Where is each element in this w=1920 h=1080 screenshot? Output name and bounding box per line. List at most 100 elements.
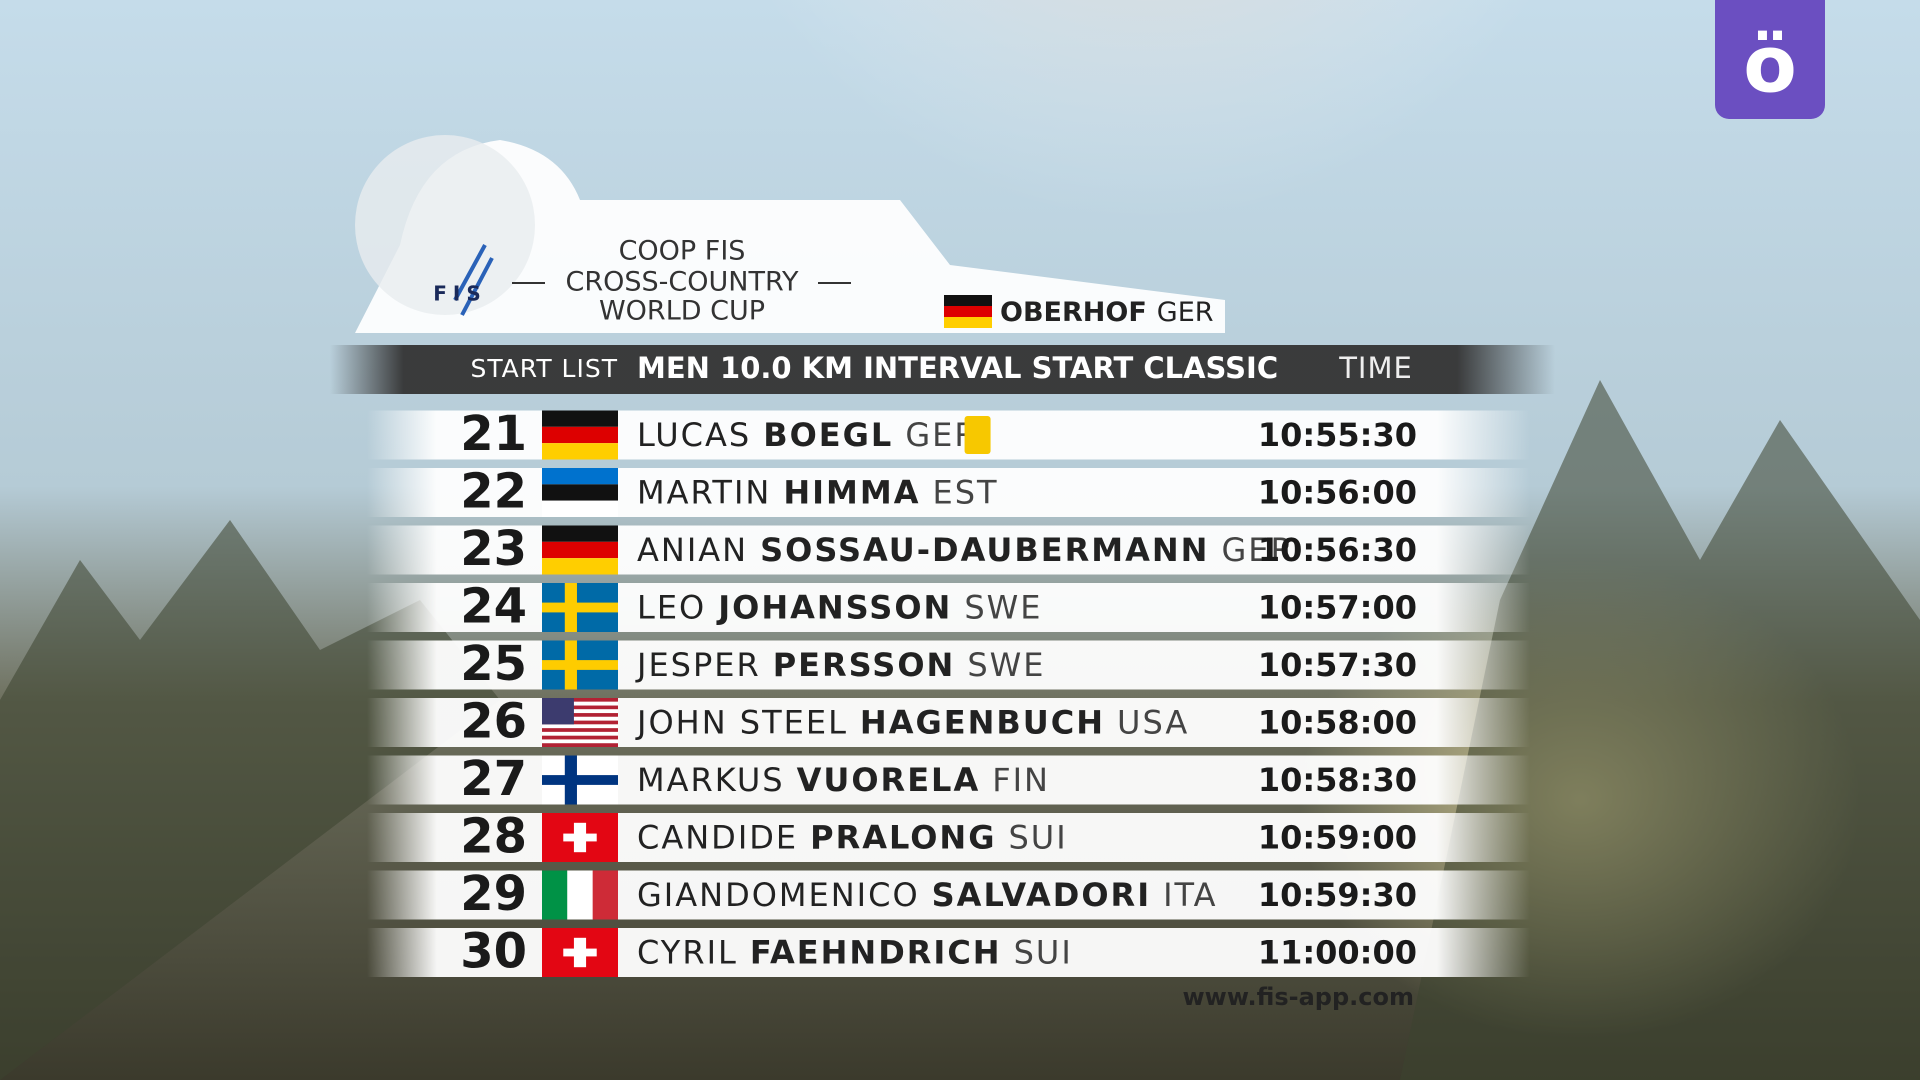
start-list-row: 24 LEO JOHANSSON SWE 10:57:00 <box>367 579 1530 635</box>
start-list-row: 27 MARKUS VUORELA FIN 10:58:30 <box>367 751 1530 807</box>
nation: SUI <box>1008 819 1067 857</box>
flag-part <box>542 698 618 702</box>
athlete: CYRIL FAEHNDRICH SUI <box>637 934 1073 972</box>
first-name: MARKUS <box>637 761 785 799</box>
athlete: JESPER PERSSON SWE <box>635 646 1045 684</box>
flag-part <box>563 833 597 842</box>
flag-part <box>542 500 618 517</box>
footer-url: www.fis-app.com <box>1182 983 1414 1011</box>
nation: GER <box>1221 531 1294 569</box>
flag-part <box>542 410 618 427</box>
start-time: 10:57:00 <box>1258 589 1417 627</box>
flag-part <box>542 713 618 717</box>
nation: SWE <box>967 646 1045 684</box>
athlete: MARTIN HIMMA EST <box>637 474 999 512</box>
venue: OBERHOF GER <box>1000 297 1214 328</box>
athlete: ANIAN SOSSAU-DAUBERMANN GER <box>637 531 1295 569</box>
start-list-row: 21 LUCAS BOEGL GER 10:55:30 <box>367 406 1530 462</box>
flag-part <box>542 870 568 920</box>
flag-part <box>542 735 618 740</box>
athlete: LEO JOHANSSON SWE <box>637 589 1042 627</box>
start-list-row: 29 GIANDOMENICO SALVADORI ITA 10:59:30 <box>367 866 1530 922</box>
venue-nation: GER <box>1157 297 1214 328</box>
last-name: FAEHNDRICH <box>750 934 1002 972</box>
last-name: JOHANSSON <box>716 589 952 627</box>
start-time: 10:58:00 <box>1258 704 1417 742</box>
flag-part <box>542 698 574 725</box>
flag-part <box>542 720 618 725</box>
last-name: PERSSON <box>773 646 956 684</box>
flag-part <box>592 870 618 920</box>
nation: ITA <box>1163 876 1217 914</box>
flag-part <box>542 775 618 785</box>
flag-part <box>542 525 618 542</box>
last-name: HIMMA <box>783 474 920 512</box>
logo-swoosh <box>453 244 494 316</box>
start-list-rows: 21 LUCAS BOEGL GER 10:55:30 22 MARTIN HIMMA EST 1… <box>367 406 1530 980</box>
flag-part <box>542 743 618 747</box>
bib: 25 <box>460 636 527 692</box>
first-name: GIANDOMENICO <box>637 876 920 914</box>
flag-part <box>542 484 618 501</box>
table-header-bar <box>330 345 1555 394</box>
event-title-line: CROSS-COUNTRY <box>566 267 799 298</box>
flag-part <box>542 724 618 729</box>
bib: 28 <box>460 809 527 865</box>
flag-part <box>542 558 618 575</box>
nation: EST <box>932 474 998 512</box>
fis-logo: FIS <box>433 282 487 306</box>
start-time: 10:55:30 <box>1258 416 1417 454</box>
time-header: TIME <box>1338 351 1413 385</box>
first-name: MARTIN <box>637 474 771 512</box>
flag-part <box>542 443 618 460</box>
last-name: BOEGL <box>763 416 893 454</box>
last-name: VUORELA <box>797 761 981 799</box>
flag-part <box>542 660 618 670</box>
flag-part <box>567 870 593 920</box>
first-name: JOHN STEEL <box>635 704 848 742</box>
athlete: JOHN STEEL HAGENBUCH USA <box>635 704 1189 742</box>
event-title-line: COOP FIS <box>619 236 746 267</box>
flag-part <box>542 541 618 559</box>
flag-part <box>542 468 618 485</box>
athlete: MARKUS VUORELA FIN <box>637 761 1050 799</box>
bib: 27 <box>460 751 527 807</box>
start-list-row: 30 CYRIL FAEHNDRICH SUI 11:00:00 <box>367 924 1530 980</box>
race-name: MEN 10.0 KM INTERVAL START CLASSIC <box>637 351 1278 385</box>
nation-flag <box>542 698 618 747</box>
flag-part <box>542 739 618 744</box>
venue-flag <box>944 295 992 328</box>
start-time: 10:57:30 <box>1258 646 1417 684</box>
start-list-row: 25 JESPER PERSSON SWE 10:57:30 <box>367 636 1530 692</box>
nation: FIN <box>992 761 1050 799</box>
nation: USA <box>1117 704 1189 742</box>
venue-name: OBERHOF <box>1000 297 1147 328</box>
last-name: SOSSAU-DAUBERMANN <box>760 531 1209 569</box>
start-time: 10:56:00 <box>1258 474 1417 512</box>
athlete: CANDIDE PRALONG SUI <box>637 819 1068 857</box>
yellow-bib-marker <box>964 416 991 454</box>
flag-part <box>542 731 618 736</box>
first-name: ANIAN <box>637 531 748 569</box>
start-list-row: 28 CANDIDE PRALONG SUI 10:59:00 <box>367 809 1530 865</box>
nation-flag <box>542 583 618 632</box>
nation-flag <box>542 813 618 862</box>
first-name: JESPER <box>635 646 761 684</box>
start-time: 10:56:30 <box>1258 531 1417 569</box>
last-name: PRALONG <box>810 819 996 857</box>
start-list-row: 26 JOHN STEEL HAGENBUCH USA 10:58:00 <box>367 694 1530 750</box>
nation-flag <box>542 410 618 460</box>
bib: 22 <box>460 464 527 520</box>
nation-flag <box>542 468 618 517</box>
nation-flag <box>542 755 618 805</box>
flag-part <box>542 728 618 732</box>
bib: 26 <box>460 694 527 750</box>
start-list-row: 22 MARTIN HIMMA EST 10:56:00 <box>367 464 1530 520</box>
flag-part <box>542 705 618 710</box>
flag-part <box>542 716 618 721</box>
first-name: CYRIL <box>637 934 738 972</box>
nation-flag <box>542 870 618 920</box>
bib: 30 <box>460 924 527 980</box>
